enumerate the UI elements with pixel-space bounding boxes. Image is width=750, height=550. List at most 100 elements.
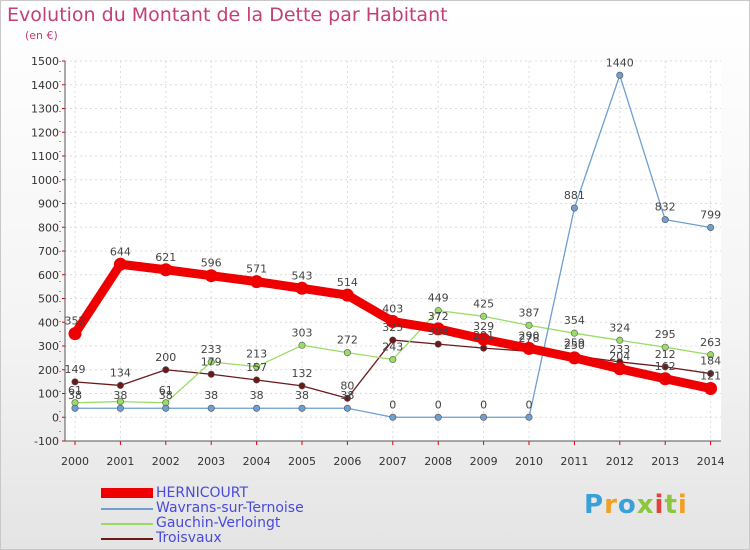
data-point-wavrans-sur-ternoise xyxy=(570,204,578,212)
data-label: 38 xyxy=(159,389,173,402)
legend-swatch xyxy=(101,523,153,525)
data-label: 644 xyxy=(110,245,131,258)
data-label: 243 xyxy=(382,341,403,354)
data-point-gauchin-verloingt xyxy=(570,329,578,337)
legend-swatch xyxy=(101,538,153,540)
chart-subtitle: (en €) xyxy=(25,29,58,42)
data-label: 204 xyxy=(609,350,630,363)
data-point-hernicourt xyxy=(704,382,718,396)
data-point-gauchin-verloingt xyxy=(207,358,215,366)
proxiti-logo: Proxiti xyxy=(584,490,688,520)
data-label: 0 xyxy=(435,398,442,411)
data-label: 233 xyxy=(201,343,222,356)
y-tick-label: 500 xyxy=(38,293,59,306)
data-point-troisvaux xyxy=(707,370,715,378)
data-label: 308 xyxy=(428,325,449,338)
data-point-hernicourt xyxy=(431,322,445,336)
data-label: 387 xyxy=(519,306,540,319)
data-point-gauchin-verloingt xyxy=(343,349,351,357)
legend-label: Gauchin-Verloingt xyxy=(156,515,281,531)
data-point-wavrans-sur-ternoise xyxy=(434,413,442,421)
data-point-gauchin-verloingt xyxy=(389,356,397,364)
x-tick-label: 2013 xyxy=(651,455,679,468)
x-tick-label: 2007 xyxy=(379,455,407,468)
data-label: 184 xyxy=(700,355,721,368)
data-point-troisvaux xyxy=(343,394,351,402)
x-tick-label: 2002 xyxy=(152,455,180,468)
x-tick-label: 2003 xyxy=(197,455,225,468)
data-point-hernicourt xyxy=(567,351,581,365)
y-tick-label: 100 xyxy=(38,388,59,401)
y-tick-label: 1400 xyxy=(31,79,59,92)
data-point-troisvaux xyxy=(162,366,170,374)
data-label: 290 xyxy=(519,329,540,342)
x-tick-label: 2011 xyxy=(560,455,588,468)
data-label: 38 xyxy=(340,389,354,402)
data-label: 372 xyxy=(428,310,449,323)
data-point-wavrans-sur-ternoise xyxy=(525,413,533,421)
data-point-gauchin-verloingt xyxy=(434,307,442,315)
data-point-wavrans-sur-ternoise xyxy=(207,404,215,412)
legend-swatch xyxy=(101,488,153,498)
legend-label: HERNICOURT xyxy=(156,485,249,501)
x-tick-label: 2010 xyxy=(515,455,543,468)
y-tick-label: 600 xyxy=(38,269,59,282)
data-point-hernicourt xyxy=(522,341,536,355)
x-tick-label: 2012 xyxy=(606,455,634,468)
data-point-troisvaux xyxy=(434,340,442,348)
data-label: 324 xyxy=(609,321,630,334)
data-label: 263 xyxy=(700,336,721,349)
data-label: 38 xyxy=(204,389,218,402)
logo-letter: r xyxy=(604,490,618,520)
data-label: 213 xyxy=(246,348,267,361)
data-label: 0 xyxy=(389,398,396,411)
data-point-hernicourt xyxy=(68,327,82,341)
legend-label: Wavrans-sur-Ternoise xyxy=(156,500,304,516)
data-point-troisvaux xyxy=(389,336,397,344)
data-label: 149 xyxy=(65,363,86,376)
data-label: 38 xyxy=(113,389,127,402)
data-label: 295 xyxy=(655,328,676,341)
x-tick-label: 2008 xyxy=(424,455,452,468)
data-label: 543 xyxy=(292,269,313,282)
y-tick-label: 1200 xyxy=(31,126,59,139)
data-label: 80 xyxy=(340,379,354,392)
data-label: 571 xyxy=(246,263,267,276)
logo-letter: i xyxy=(677,490,688,520)
logo-letter: i xyxy=(654,490,665,520)
chart-title: Evolution du Montant de la Dette par Hab… xyxy=(7,4,448,26)
data-point-wavrans-sur-ternoise xyxy=(298,404,306,412)
data-label: 38 xyxy=(250,389,264,402)
logo-letter: P xyxy=(584,490,605,520)
data-label: 212 xyxy=(655,348,676,361)
y-tick-label: 200 xyxy=(38,364,59,377)
data-label: 881 xyxy=(564,189,585,202)
data-label: 449 xyxy=(428,292,449,305)
data-point-hernicourt xyxy=(204,269,218,283)
data-point-wavrans-sur-ternoise xyxy=(661,216,669,224)
data-point-wavrans-sur-ternoise xyxy=(389,413,397,421)
y-tick-label: 700 xyxy=(38,245,59,258)
y-tick-label: 1100 xyxy=(31,150,59,163)
x-tick-label: 2000 xyxy=(61,455,89,468)
data-label: 38 xyxy=(295,389,309,402)
y-tick-label: 400 xyxy=(38,316,59,329)
data-label: 799 xyxy=(700,208,721,221)
data-point-wavrans-sur-ternoise xyxy=(480,413,488,421)
data-label: 259 xyxy=(564,337,585,350)
data-label: 38 xyxy=(68,389,82,402)
data-label: 179 xyxy=(201,355,222,368)
data-label: 621 xyxy=(155,251,176,264)
data-label: 0 xyxy=(526,398,533,411)
y-tick-label: 800 xyxy=(38,221,59,234)
legend-item-hernicourt: HERNICOURT xyxy=(101,485,361,501)
data-label: 0 xyxy=(480,398,487,411)
data-label: 832 xyxy=(655,201,676,214)
data-point-wavrans-sur-ternoise xyxy=(616,71,624,79)
data-label: 272 xyxy=(337,334,358,347)
data-point-troisvaux xyxy=(661,363,669,371)
logo-letter: o xyxy=(617,490,637,520)
data-label: 596 xyxy=(201,257,222,270)
